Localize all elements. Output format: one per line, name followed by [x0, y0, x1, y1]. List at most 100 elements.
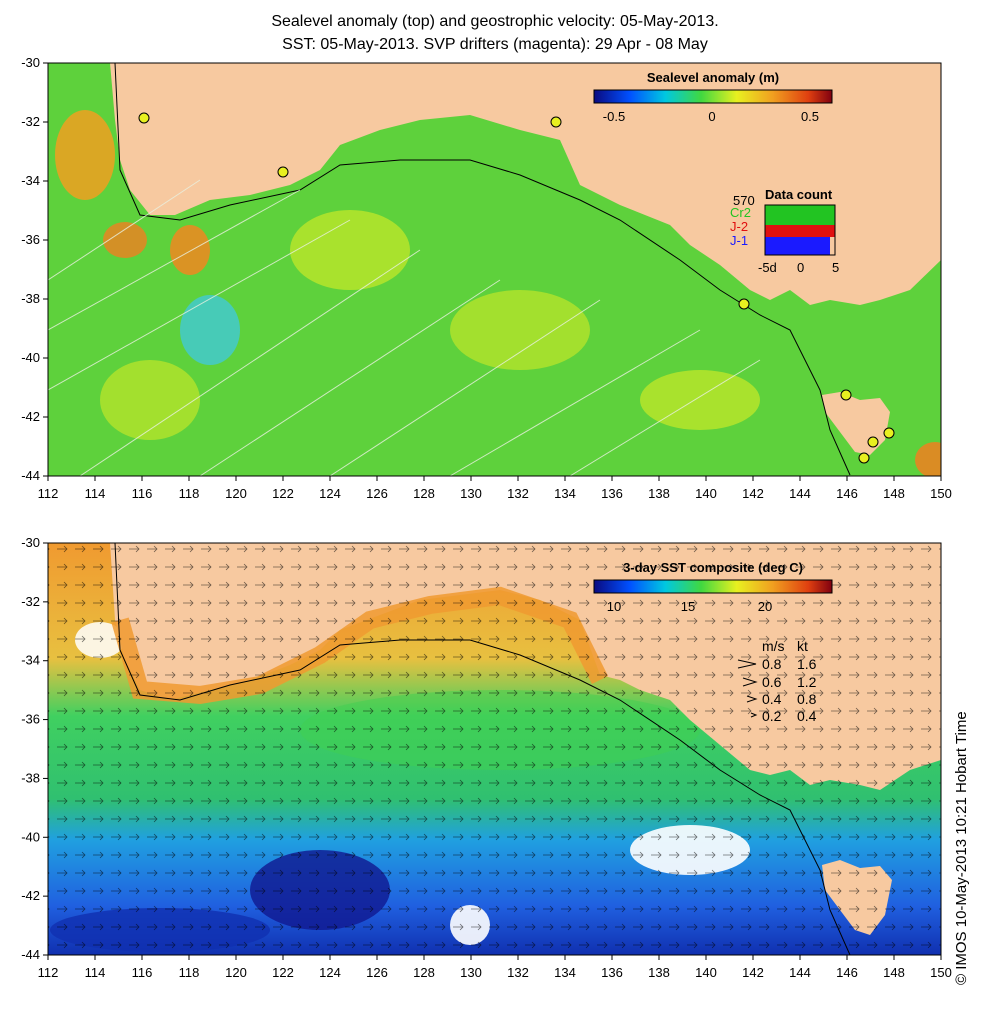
lon-tick-label: 132 [507, 486, 529, 501]
sst-colorbar-gradient [593, 579, 833, 594]
sla-anomaly-patch [180, 295, 240, 365]
tide-gauge-marker [858, 452, 870, 464]
bar-frame [764, 204, 836, 256]
lon-tick-label: 134 [554, 965, 576, 980]
lon-tick-label: 118 [179, 965, 200, 980]
sla-colorbar-gradient [593, 89, 833, 104]
sla-colorbar-tick: -0.5 [603, 109, 625, 124]
velocity-legend-kt: 1.2 [797, 674, 817, 690]
lon-tick-label: 134 [554, 486, 576, 501]
lat-tick-label: -34 [21, 653, 40, 668]
sla-anomaly-patch [290, 210, 410, 290]
data-count-title: Data count [765, 187, 833, 202]
lat-tick-label: -40 [21, 829, 40, 844]
lon-tick-label: 130 [460, 965, 482, 980]
legend-j1: J-1 [730, 233, 748, 248]
lon-tick-label: 116 [132, 486, 153, 501]
lon-tick-label: 126 [366, 965, 388, 980]
lon-tick-label: 136 [601, 486, 623, 501]
lon-tick-label: 140 [695, 965, 717, 980]
sst-colorbar-tick: 15 [681, 599, 695, 614]
data-count-xtick: -5d [758, 260, 777, 275]
sst-map-panel: 3-day SST composite (deg C) 10 15 20 m/s… [21, 535, 952, 980]
velocity-arrow-icon [737, 659, 757, 669]
lon-tick-label: 120 [225, 965, 247, 980]
lon-tick-label: 128 [413, 486, 435, 501]
sst-velocity-arrows [48, 543, 941, 955]
lon-tick-label: 150 [930, 486, 952, 501]
lat-tick-label: -44 [21, 947, 40, 962]
sst-colorbar-tick: 20 [758, 599, 772, 614]
bar-j1 [765, 237, 830, 255]
velocity-legend-ms: 0.6 [762, 674, 782, 690]
lat-tick-label: -32 [21, 594, 40, 609]
sla-lon-axis: 112 114 116 118 120 122 124 126 128 130 132 134 136 1… [38, 476, 952, 501]
sla-anomaly-patch [103, 222, 147, 258]
lat-tick-label: -36 [21, 712, 40, 727]
sst-colorbar-tick: 10 [607, 599, 621, 614]
data-count-max: 570 [733, 193, 755, 208]
lat-tick-label: -32 [21, 114, 40, 129]
lon-tick-label: 150 [930, 965, 952, 980]
sla-map-frame [47, 62, 942, 477]
velocity-legend-kt: 0.4 [797, 708, 817, 724]
lon-tick-label: 142 [742, 965, 764, 980]
lon-tick-label: 120 [225, 486, 247, 501]
velocity-legend-unit-kt: kt [797, 638, 808, 654]
velocity-arrow-icon [742, 677, 758, 687]
lat-tick-label: -38 [21, 291, 40, 306]
sst-lat-axis: -30 -32 -34 -36 -38 -40 -42 -44 [21, 535, 48, 962]
sla-land-mainland [48, 63, 941, 305]
lat-tick-label: -30 [21, 55, 40, 70]
bar-j2 [765, 225, 835, 237]
bar-cr2 [765, 205, 835, 225]
lon-tick-label: 114 [85, 965, 106, 980]
lon-tick-label: 124 [319, 965, 341, 980]
lon-tick-label: 124 [319, 486, 341, 501]
lon-tick-label: 118 [179, 486, 200, 501]
legend-j2: J-2 [730, 219, 748, 234]
sla-anomaly-patch [640, 370, 760, 430]
tide-gauge-markers [138, 112, 895, 464]
sst-colorbar: 3-day SST composite (deg C) 10 15 20 [593, 560, 833, 614]
lon-tick-label: 130 [460, 486, 482, 501]
tide-gauge-marker [883, 427, 895, 439]
lat-tick-label: -36 [21, 232, 40, 247]
sla-lat-axis: -30 -32 -34 -36 -38 -40 -42 -44 [21, 55, 48, 483]
sst-map-frame [47, 542, 942, 956]
sla-anomaly-patch [915, 442, 941, 476]
velocity-legend-ms: 0.4 [762, 691, 782, 707]
lon-tick-label: 136 [601, 965, 623, 980]
chart-title-line2: SST: 05-May-2013. SVP drifters (magenta)… [282, 36, 708, 53]
lon-tick-label: 138 [648, 965, 670, 980]
tide-gauge-marker [138, 112, 150, 124]
lon-tick-label: 132 [507, 965, 529, 980]
lon-tick-label: 112 [38, 486, 59, 501]
data-count-xtick: 5 [832, 260, 839, 275]
tide-gauge-marker [738, 298, 750, 310]
velocity-arrow-icon [746, 695, 758, 703]
sla-contour-line [114, 63, 851, 476]
velocity-legend-ms: 0.8 [762, 656, 782, 672]
lat-tick-label: -34 [21, 173, 40, 188]
sla-colorbar: Sealevel anomaly (m) -0.5 0 0.5 [593, 70, 833, 124]
sla-colorbar-title: Sealevel anomaly (m) [647, 70, 779, 85]
lon-tick-label: 128 [413, 965, 435, 980]
sst-contour-line [114, 543, 851, 955]
lon-tick-label: 144 [789, 965, 811, 980]
sla-map-panel: Data count 570 Cr2 J-2 J-1 -5d 0 5 Seale… [21, 55, 952, 501]
legend-cr2: Cr2 [730, 205, 751, 220]
imos-credit: © IMOS 10-May-2013 10:21 Hobart Time [953, 711, 970, 985]
sla-anomaly-patch [450, 290, 590, 370]
sla-anomaly-patch [55, 110, 115, 200]
velocity-legend: m/s kt 0.8 1.6 0.6 1.2 0.4 0.8 0.2 0.4 [737, 638, 817, 724]
sst-lon-axis: 112 114 116 118 120 122 124 126 128 130 132 134 136 1… [38, 955, 952, 980]
lon-tick-label: 144 [789, 486, 811, 501]
lat-tick-label: -40 [21, 350, 40, 365]
lat-tick-label: -42 [21, 888, 40, 903]
lon-tick-label: 146 [836, 486, 858, 501]
lon-tick-label: 148 [883, 965, 905, 980]
lon-tick-label: 148 [883, 486, 905, 501]
sla-anomaly-patch [100, 360, 200, 440]
